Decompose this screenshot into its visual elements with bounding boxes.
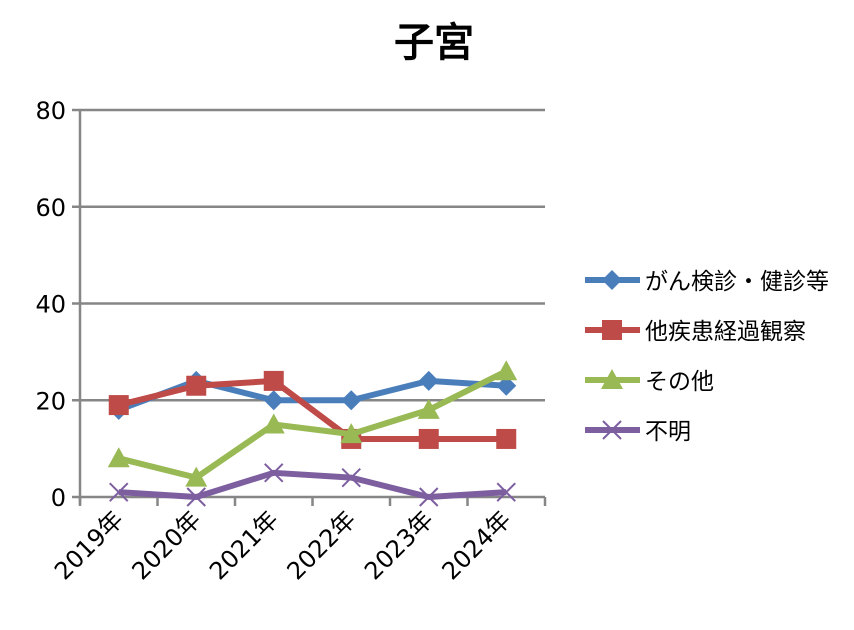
series-2 xyxy=(107,360,518,487)
x-marker xyxy=(341,467,361,488)
y-tick-label: 0 xyxy=(51,484,66,512)
legend-label: 不明 xyxy=(645,419,691,445)
triangle-marker xyxy=(107,447,130,468)
x-marker xyxy=(186,487,206,507)
x-marker xyxy=(419,487,439,507)
x-tick-label: 2024年 xyxy=(437,505,517,585)
x-marker xyxy=(496,482,516,502)
x-tick-label: 2020年 xyxy=(127,505,207,585)
series-line xyxy=(118,377,507,442)
x-tick-label: 2023年 xyxy=(359,505,439,585)
diamond-marker xyxy=(496,375,517,396)
series-line xyxy=(117,377,507,413)
chart-title: 子宮 xyxy=(394,20,474,66)
triangle-marker xyxy=(185,466,208,487)
legend-label: その他 xyxy=(645,369,714,395)
x-marker xyxy=(264,463,284,483)
x-marker xyxy=(109,482,129,502)
y-tick-label: 40 xyxy=(35,291,66,319)
square-marker xyxy=(418,428,439,449)
y-tick-label: 20 xyxy=(35,387,66,415)
triangle-marker xyxy=(495,360,518,381)
x-tick-label: 2022年 xyxy=(282,505,362,585)
x-tick-label: 2021年 xyxy=(204,505,284,585)
x-tick-label: 2019年 xyxy=(49,505,129,585)
series-1 xyxy=(108,370,517,449)
diamond-marker xyxy=(418,370,439,391)
legend-item: がん検診・健診等 xyxy=(585,269,829,295)
series-3 xyxy=(109,463,516,507)
x-marker xyxy=(602,420,622,440)
square-marker xyxy=(263,370,284,391)
triangle-marker xyxy=(601,369,623,389)
series-line xyxy=(118,469,507,500)
diamond-marker xyxy=(602,270,622,290)
diamond-marker xyxy=(341,390,362,411)
y-tick-label: 80 xyxy=(35,97,66,125)
square-marker xyxy=(108,395,129,416)
legend-label: 他疾患経過観察 xyxy=(645,319,806,345)
square-marker xyxy=(602,320,622,340)
legend-item: 他疾患経過観察 xyxy=(585,319,806,345)
triangle-marker xyxy=(262,413,285,434)
legend-item: その他 xyxy=(585,369,714,395)
legend-item: 不明 xyxy=(585,419,691,445)
square-marker xyxy=(496,428,517,449)
y-tick-label: 60 xyxy=(35,194,66,222)
triangle-marker xyxy=(340,423,363,444)
square-marker xyxy=(186,375,207,396)
diamond-marker xyxy=(263,390,284,411)
legend-label: がん検診・健診等 xyxy=(645,269,829,295)
series-line xyxy=(118,368,508,481)
triangle-marker xyxy=(417,398,440,419)
